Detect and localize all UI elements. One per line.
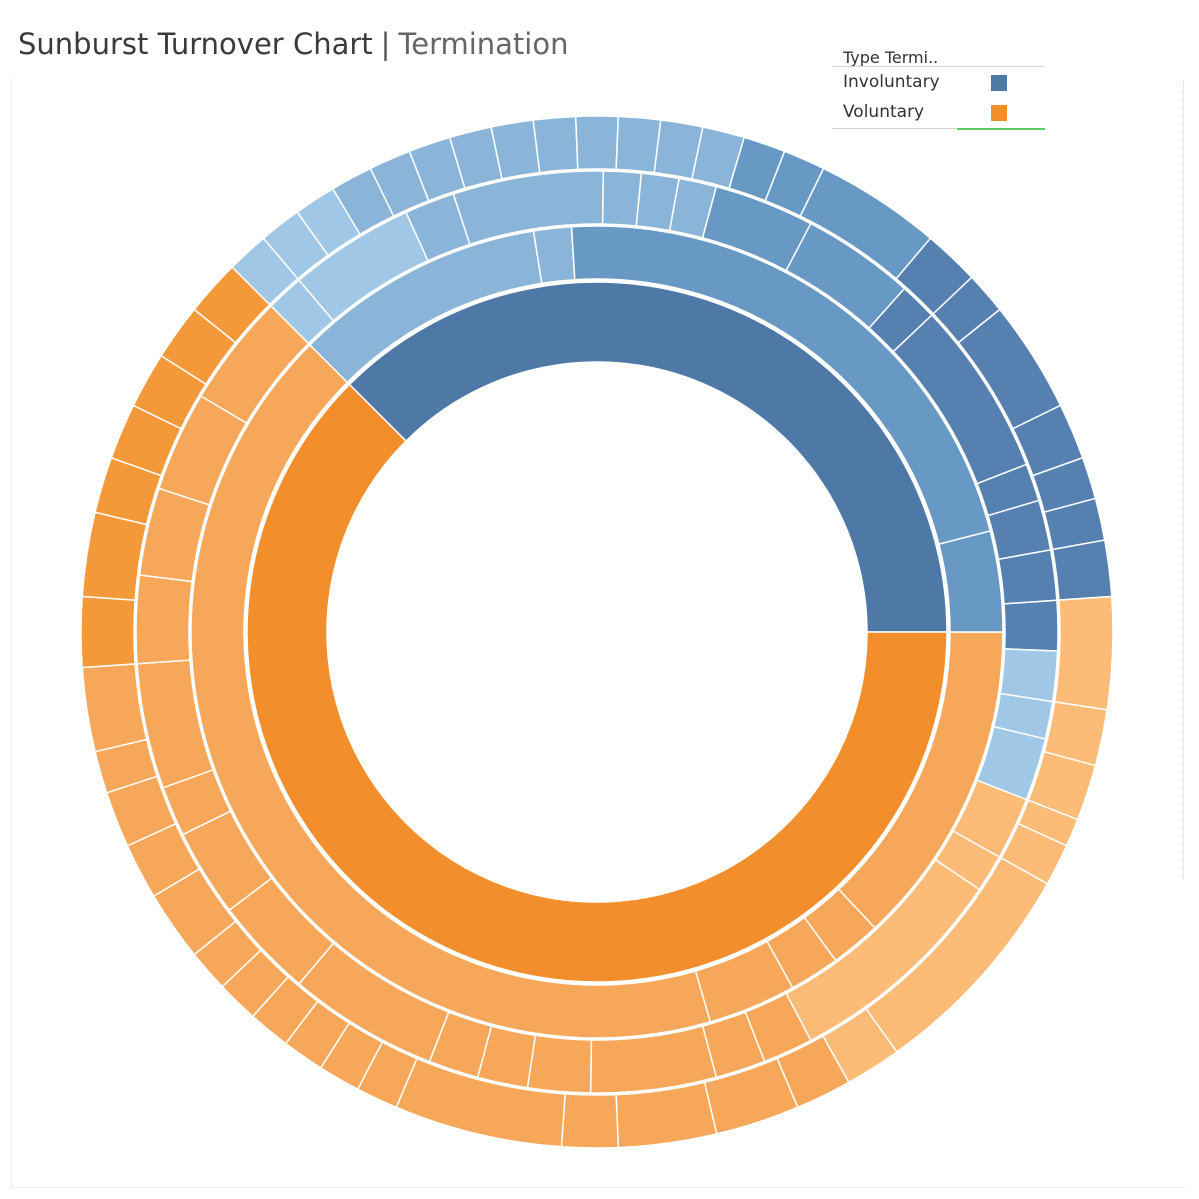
ring-2-segment-7[interactable] xyxy=(532,226,576,285)
legend-swatch-voluntary xyxy=(991,105,1007,121)
ring-2-segment-9[interactable] xyxy=(937,530,1004,633)
ring-4-segment-11[interactable] xyxy=(615,115,662,174)
ring-3-segment-5[interactable] xyxy=(601,170,643,227)
legend-item-involuntary[interactable]: Involuntary xyxy=(832,70,1045,96)
ring-4-segment-53[interactable] xyxy=(193,266,271,344)
ring-4-segment-46[interactable] xyxy=(81,663,148,753)
legend-bottom-divider xyxy=(832,128,1045,129)
ring-4-segment-10[interactable] xyxy=(574,115,620,171)
ring-3-segment-25[interactable] xyxy=(526,1034,593,1094)
ring-3-segment-33[interactable] xyxy=(135,574,193,665)
ring-1-segment-2[interactable] xyxy=(246,383,948,983)
ring-4-segment-34[interactable] xyxy=(560,1093,620,1149)
legend: Type Termi.. Involuntary Voluntary xyxy=(832,44,1045,130)
ring-4-segment-24[interactable] xyxy=(1053,595,1114,711)
ring-1-segment-1[interactable] xyxy=(348,281,948,633)
ring-3-segment-14[interactable] xyxy=(997,548,1058,605)
chart-panel xyxy=(11,78,1187,1188)
chart-title-main: Sunburst Turnover Chart xyxy=(18,27,373,61)
ring-3-segment-36[interactable] xyxy=(199,304,310,425)
legend-scroll-indicator xyxy=(957,128,1045,130)
legend-label-involuntary: Involuntary xyxy=(843,72,940,92)
ring-2-segment-5[interactable] xyxy=(190,343,712,1039)
ring-4-segment-47[interactable] xyxy=(80,595,136,669)
chart-title: Sunburst Turnover Chart | Termination xyxy=(18,24,569,64)
legend-item-voluntary[interactable]: Voluntary xyxy=(832,100,1045,126)
legend-label-voluntary: Voluntary xyxy=(843,102,925,122)
ring-4-segment-23[interactable] xyxy=(1051,539,1113,601)
panel-edge xyxy=(1183,80,1184,880)
ring-4-segment-48[interactable] xyxy=(81,511,148,601)
ring-4-segment-9[interactable] xyxy=(532,115,579,174)
legend-title-divider xyxy=(832,66,1045,67)
title-separator: | xyxy=(380,27,391,61)
chart-subtitle: Termination xyxy=(398,27,569,61)
legend-swatch-involuntary xyxy=(991,75,1007,91)
ring-3-segment-15[interactable] xyxy=(1003,599,1059,652)
legend-title[interactable]: Type Termi.. xyxy=(843,48,939,67)
ring-3-segment-16[interactable] xyxy=(999,648,1059,703)
